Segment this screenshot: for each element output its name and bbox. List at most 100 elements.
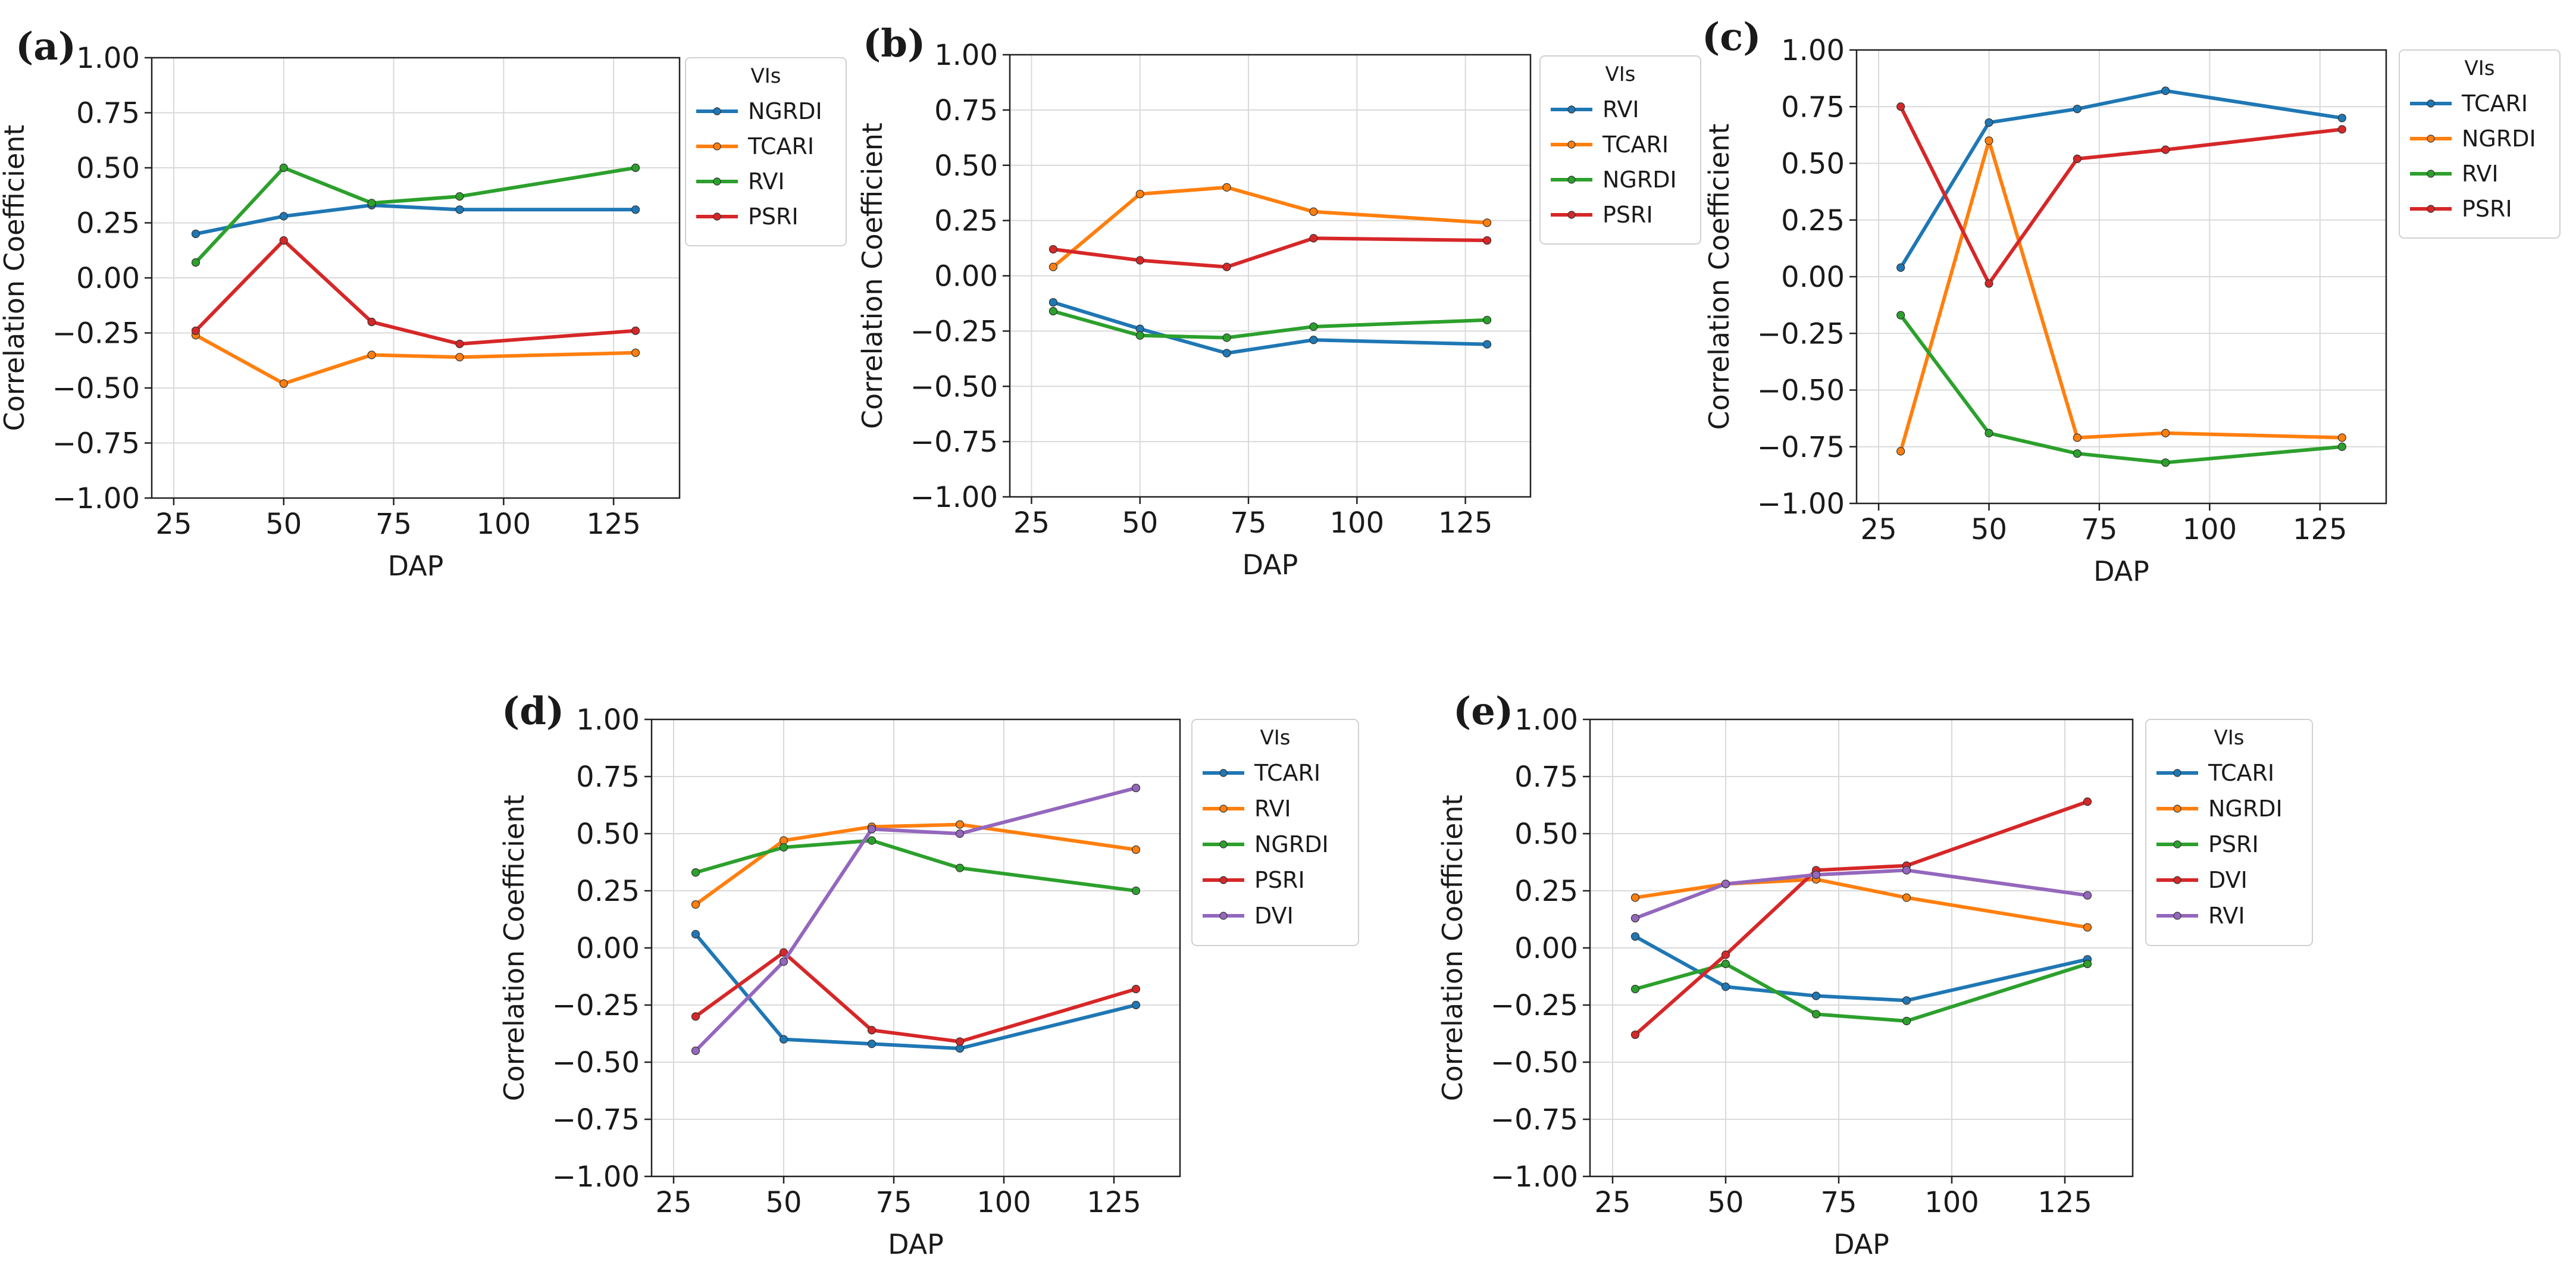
data-point [1135, 256, 1144, 265]
legend-item: TCARI [1551, 132, 1669, 158]
data-point [691, 1046, 700, 1055]
legend-label: RVI [2208, 903, 2245, 929]
data-point [1482, 218, 1492, 227]
y-tick-label: 0.50 [934, 149, 998, 183]
data-point [1902, 1016, 1911, 1025]
data-point [2083, 797, 2092, 806]
legend-item: RVI [1203, 796, 1291, 822]
data-point [779, 1035, 788, 1044]
legend-label: NGRDI [748, 98, 822, 124]
legend-label: PSRI [1254, 867, 1305, 893]
data-point [367, 317, 376, 327]
y-tick-label: −0.50 [1491, 1046, 1578, 1079]
data-point [1811, 871, 1821, 879]
data-point [1135, 331, 1144, 340]
legend-label: PSRI [1602, 202, 1653, 228]
y-axis-label: Correlation Coefficient [856, 123, 888, 429]
data-point [1985, 118, 1993, 127]
series-tcari [191, 331, 640, 388]
y-tick-label: 1.00 [1781, 34, 1845, 67]
data-point [779, 957, 788, 966]
panel-c: (c) 25 50 75 100 125 1.00 0.75 0.50 0.25 0.00 −0.25… [1702, 15, 2561, 587]
x-tick-label: 75 [2081, 513, 2117, 546]
data-point [1222, 183, 1231, 192]
series-line [195, 333, 636, 386]
legend-box [685, 57, 847, 246]
series-psri [1048, 234, 1492, 271]
data-point [1985, 136, 1993, 145]
y-tick-label: −1.00 [910, 481, 998, 514]
legend-marker [2427, 99, 2435, 108]
y-tick-label: 0.00 [934, 260, 998, 293]
series-line [1899, 314, 2343, 465]
data-point [455, 192, 464, 201]
y-tick-label: 0.50 [576, 818, 640, 851]
legend-marker [1219, 769, 1228, 777]
legend-item: NGRDI [696, 98, 822, 124]
x-tick-label: 75 [1231, 506, 1267, 540]
y-tick-label: −0.25 [1757, 317, 1845, 350]
data-point [1902, 996, 1911, 1005]
data-point [1721, 982, 1730, 991]
y-tick-label: −0.75 [1491, 1103, 1578, 1137]
legend-item: PSRI [2410, 196, 2512, 222]
data-point [631, 326, 640, 335]
y-tick-label: −0.50 [52, 372, 140, 405]
series-line [1634, 868, 2088, 920]
legend-title: VIs [2465, 57, 2495, 80]
x-tick-label: 75 [1820, 1186, 1857, 1219]
legend-item: RVI [2410, 161, 2499, 187]
x-tick-label: 25 [155, 508, 192, 541]
y-tick-label: 0.75 [1514, 760, 1578, 794]
series-line [1053, 236, 1488, 269]
y-tick-label: −0.75 [1757, 431, 1845, 464]
legend-label: TCARI [2461, 90, 2528, 117]
data-point [1985, 279, 1993, 288]
panel-b: (b) 25 50 75 100 125 1.00 0.75 0.50 0.25 0.00 −0.25… [856, 21, 1701, 581]
x-tick-label: 100 [1924, 1186, 1979, 1219]
series-rvi [1630, 866, 2092, 923]
data-point [2083, 891, 2092, 900]
data-point [1309, 207, 1318, 216]
legend-marker [713, 177, 721, 186]
data-point [691, 868, 700, 877]
x-tick-label: 50 [1971, 513, 2007, 546]
y-tick-label: 0.00 [576, 932, 640, 965]
legend-marker [2173, 876, 2181, 884]
y-tick-label: 1.00 [576, 703, 640, 737]
data-point [1135, 189, 1144, 199]
x-tick-label: 100 [976, 1186, 1031, 1219]
legend-item: PSRI [1203, 867, 1305, 893]
series-ngrdi [1896, 136, 2346, 456]
legend-label: RVI [1254, 796, 1291, 822]
x-tick-label: 100 [2183, 513, 2237, 546]
x-tick-label: 125 [1438, 506, 1493, 540]
x-tick-label: 50 [265, 508, 302, 541]
y-axis-label: Correlation Coefficient [0, 125, 30, 431]
legend-item: RVI [2156, 903, 2245, 929]
data-point [367, 199, 376, 208]
y-tick-label: 0.00 [1781, 261, 1845, 294]
x-tick-label: 100 [1330, 506, 1385, 540]
legend-label: DVI [1254, 903, 1294, 929]
data-point [367, 350, 376, 359]
data-point [1482, 340, 1492, 349]
data-point [867, 1026, 877, 1035]
x-tick-label: 125 [2037, 1186, 2092, 1219]
legend-box [2145, 719, 2313, 946]
panel-label: (d) [502, 689, 564, 734]
data-point [2337, 442, 2346, 451]
y-tick-label: 1.00 [1514, 703, 1578, 737]
y-tick-label: 0.75 [76, 97, 140, 130]
data-point [279, 212, 288, 221]
data-point [955, 829, 965, 838]
legend-marker [1567, 105, 1576, 114]
data-point [1630, 932, 1640, 941]
series-line [1053, 309, 1488, 340]
legend-box [1191, 719, 1359, 946]
data-point [1131, 985, 1141, 994]
series-line [1899, 105, 2343, 286]
y-tick-label: −0.25 [552, 989, 640, 1022]
series-psri [1896, 102, 2346, 288]
